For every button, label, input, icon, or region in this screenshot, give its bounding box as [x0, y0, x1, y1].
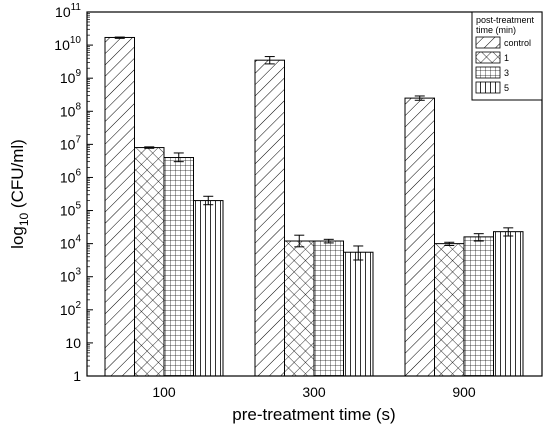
- y-tick-label: 109: [60, 68, 82, 86]
- y-tick-label: 102: [60, 300, 82, 318]
- y-tick-label-base: 10: [54, 37, 70, 53]
- y-axis-title-subscript: 10: [17, 212, 31, 226]
- bar-diag-300: [254, 59, 285, 377]
- y-tick-label-base: 10: [60, 236, 76, 252]
- bar-vert-100: [193, 200, 224, 377]
- bar-grid-900: [463, 236, 494, 377]
- legend-label: 3: [504, 68, 509, 78]
- y-tick-label-base: 10: [55, 4, 71, 20]
- legend-swatch-cross: [475, 51, 501, 64]
- y-tick-label-base: 10: [60, 302, 76, 318]
- x-tick-label-300: 300: [302, 384, 326, 400]
- y-tick-label-exponent: 9: [75, 68, 81, 79]
- x-axis: 100 300 900: [152, 384, 476, 400]
- y-tick-label-base: 10: [60, 136, 76, 152]
- y-tick-label: 106: [60, 167, 82, 185]
- y-tick-label-exponent: 6: [75, 167, 81, 178]
- y-axis-title-main: log: [8, 226, 27, 249]
- legend-swatch-vert: [475, 81, 501, 94]
- bar-grid-300: [313, 240, 344, 377]
- legend-title-line2: time (min): [476, 25, 516, 35]
- y-tick-label-base: 10: [60, 203, 76, 219]
- y-tick-label-exponent: 2: [75, 300, 81, 311]
- x-tick-label-900: 900: [452, 384, 476, 400]
- y-axis-title-rest: (CFU/ml): [8, 139, 27, 213]
- y-tick-label: 1010: [54, 35, 81, 53]
- legend-label: 5: [504, 83, 509, 93]
- legend-swatch-grid: [475, 66, 501, 79]
- y-tick-label-base: 10: [60, 70, 76, 86]
- bar-diag-100: [104, 36, 135, 377]
- bar-vert-900: [493, 231, 524, 377]
- bar-cross-900: [434, 243, 465, 377]
- y-tick-label-base: 10: [60, 169, 76, 185]
- y-tick-label-exponent: 7: [75, 134, 81, 145]
- legend-title-line1: post-treatment: [476, 15, 535, 25]
- y-tick-label: 1: [73, 368, 81, 384]
- y-tick-label-base: 1: [73, 368, 81, 384]
- y-tick-label-exponent: 10: [70, 35, 82, 46]
- y-tick-label-base: 10: [65, 335, 81, 351]
- y-axis-title: log10 (CFU/ml): [8, 139, 31, 249]
- y-tick-label-base: 10: [60, 269, 76, 285]
- x-axis-title: pre-treatment time (s): [232, 405, 395, 424]
- y-tick-label: 105: [60, 201, 82, 219]
- x-tick-label-100: 100: [152, 384, 176, 400]
- bars: [104, 36, 524, 377]
- legend-label: 1: [504, 53, 509, 63]
- y-tick-label: 10: [65, 335, 81, 351]
- bar-cross-100: [134, 147, 165, 377]
- bar-vert-300: [343, 251, 374, 377]
- bar-diag-900: [404, 97, 435, 377]
- y-tick-label: 103: [60, 267, 82, 285]
- y-tick-label: 1011: [55, 2, 81, 20]
- y-tick-label-exponent: 11: [71, 2, 82, 13]
- legend-swatch-diag: [475, 36, 501, 49]
- y-tick-label-exponent: 4: [75, 234, 81, 245]
- y-tick-label-exponent: 5: [75, 201, 81, 212]
- y-tick-label: 104: [60, 234, 82, 252]
- y-tick-label-base: 10: [60, 103, 76, 119]
- y-tick-label-exponent: 8: [75, 101, 81, 112]
- legend: post-treatment time (min) control 1 3 5: [471, 11, 543, 101]
- y-tick-label-exponent: 3: [75, 267, 81, 278]
- y-tick-label: 107: [60, 134, 82, 152]
- bar-cross-300: [284, 240, 315, 377]
- y-tick-label: 108: [60, 101, 82, 119]
- error-bars: [114, 36, 514, 261]
- legend-label: control: [504, 38, 531, 48]
- bar-grid-100: [163, 157, 194, 377]
